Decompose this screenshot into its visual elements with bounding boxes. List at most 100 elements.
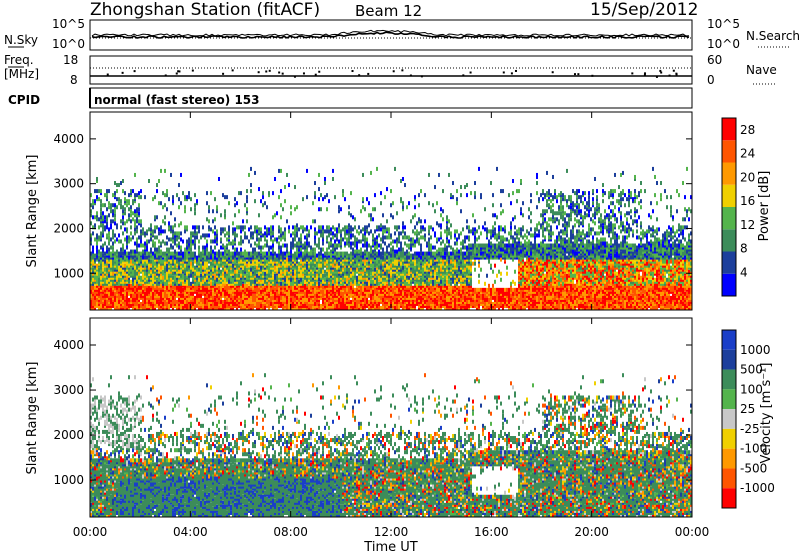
range-gate-cell (242, 239, 244, 244)
range-gate-cell (274, 269, 276, 274)
range-gate-cell (112, 261, 114, 266)
range-gate-cell (294, 269, 296, 274)
range-gate-cell (384, 273, 386, 278)
noise-panel-frame (89, 19, 693, 51)
range-gate-cell (114, 303, 116, 308)
range-gate-cell (272, 271, 274, 276)
range-gate-cell (194, 303, 196, 308)
range-gate-cell (334, 257, 336, 262)
range-gate-cell (146, 261, 148, 266)
range-gate-cell (370, 259, 372, 264)
range-gate-cell (344, 271, 346, 276)
range-gate-cell (326, 275, 328, 280)
range-gate-cell (366, 265, 368, 270)
range-gate-cell (348, 283, 350, 288)
range-gate-cell (152, 287, 154, 292)
range-gate-cell (124, 269, 126, 274)
range-gate-cell (166, 271, 168, 276)
range-gate-cell (268, 287, 270, 292)
range-gate-cell (238, 275, 240, 280)
range-gate-cell (130, 279, 132, 284)
range-gate-cell (110, 245, 112, 250)
range-gate-cell (328, 231, 330, 236)
range-gate-cell (380, 263, 382, 268)
range-gate-cell (178, 205, 180, 210)
range-gate-cell (362, 291, 364, 296)
range-gate-cell (210, 257, 212, 262)
range-gate-cell (302, 293, 304, 298)
range-gate-cell (96, 217, 98, 222)
range-gate-cell (302, 295, 304, 300)
range-gate-cell (286, 257, 288, 262)
range-gate-cell (106, 283, 108, 288)
range-gate-cell (182, 275, 184, 280)
range-gate-cell (260, 263, 262, 268)
range-gate-cell (112, 277, 114, 282)
range-gate-cell (108, 306, 110, 310)
range-gate-cell (286, 253, 288, 258)
range-gate-cell (198, 255, 200, 260)
range-gate-cell (218, 253, 220, 258)
range-gate-cell (242, 225, 244, 230)
range-gate-cell (124, 221, 126, 226)
range-gate-cell (100, 219, 102, 224)
range-gate-cell (306, 297, 308, 302)
range-gate-cell (306, 303, 308, 308)
range-gate-cell (124, 253, 126, 258)
range-gate-cell (346, 281, 348, 286)
range-gate-cell (176, 293, 178, 298)
range-gate-cell (202, 297, 204, 302)
range-gate-cell (182, 306, 184, 310)
range-gate-cell (214, 267, 216, 272)
range-gate-cell (228, 227, 230, 232)
range-gate-cell (132, 269, 134, 274)
range-gate-cell (376, 295, 378, 300)
range-gate-cell (200, 303, 202, 308)
range-gate-cell (386, 265, 388, 270)
range-gate-cell (324, 253, 326, 258)
range-gate-cell (354, 297, 356, 302)
range-gate-cell (186, 225, 188, 230)
range-gate-cell (156, 249, 158, 254)
range-gate-cell (122, 269, 124, 274)
range-gate-cell (198, 275, 200, 280)
range-gate-cell (140, 229, 142, 234)
range-gate-cell (356, 281, 358, 286)
range-gate-cell (184, 291, 186, 296)
range-gate-cell (162, 255, 164, 260)
range-gate-cell (174, 255, 176, 260)
range-gate-cell (134, 275, 136, 280)
range-gate-cell (216, 237, 218, 242)
range-gate-cell (298, 271, 300, 276)
range-gate-cell (332, 283, 334, 288)
range-gate-cell (266, 231, 268, 236)
range-gate-cell (166, 263, 168, 268)
range-gate-cell (216, 291, 218, 296)
range-gate-cell (274, 279, 276, 284)
range-gate-cell (250, 281, 252, 286)
range-gate-cell (354, 235, 356, 240)
range-gate-cell (90, 209, 92, 214)
range-gate-cell (380, 201, 382, 206)
range-gate-cell (206, 257, 208, 262)
range-gate-cell (106, 217, 108, 222)
range-gate-cell (206, 253, 208, 258)
range-gate-cell (250, 261, 252, 266)
range-gate-cell (166, 255, 168, 260)
range-gate-cell (252, 265, 254, 270)
range-gate-cell (146, 283, 148, 288)
range-gate-cell (232, 269, 234, 274)
range-gate-cell (272, 225, 274, 230)
range-gate-cell (158, 279, 160, 284)
range-gate-cell (146, 303, 148, 308)
range-gate-cell (144, 263, 146, 268)
range-gate-cell (366, 271, 368, 276)
range-gate-cell (372, 289, 374, 294)
range-gate-cell (186, 251, 188, 256)
range-gate-cell (198, 273, 200, 278)
range-gate-cell (232, 299, 234, 304)
range-gate-cell (172, 275, 174, 280)
range-gate-cell (374, 299, 376, 304)
range-gate-cell (238, 225, 240, 230)
range-gate-cell (220, 293, 222, 298)
